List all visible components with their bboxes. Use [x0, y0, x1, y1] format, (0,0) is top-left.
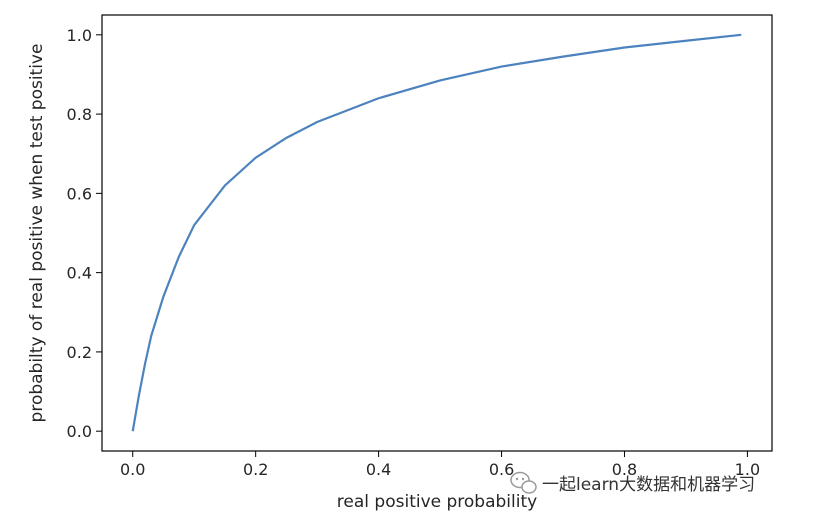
x-axis: 0.0 0.2 0.4 0.6 0.8 1.0 — [120, 451, 760, 479]
plot-area — [101, 14, 773, 452]
y-tick-label: 0.0 — [67, 422, 92, 441]
y-tick-label: 1.0 — [67, 26, 92, 45]
x-tick-label: 0.8 — [612, 460, 637, 479]
y-tick-label: 0.2 — [67, 343, 92, 362]
y-tick-label: 0.4 — [67, 264, 92, 283]
y-tick-label: 0.6 — [67, 184, 92, 203]
x-tick-label: 0.4 — [366, 460, 391, 479]
y-axis: 0.0 0.2 0.4 0.6 0.8 1.0 — [67, 26, 102, 441]
y-axis-label: probabilty of real positive when test po… — [27, 44, 47, 423]
y-tick-label: 0.8 — [67, 105, 92, 124]
watermark-text: 一起learn大数据和机器学习 — [542, 475, 755, 495]
x-axis-label: real positive probability — [337, 492, 537, 512]
x-tick-label: 1.0 — [735, 460, 760, 479]
x-tick-label: 0.6 — [489, 460, 514, 479]
x-tick-label: 0.2 — [243, 460, 268, 479]
wechat-icon — [510, 471, 537, 494]
series-line — [131, 33, 742, 432]
x-tick-label: 0.0 — [120, 460, 145, 479]
watermark: 一起learn大数据和机器学习 — [510, 471, 755, 495]
